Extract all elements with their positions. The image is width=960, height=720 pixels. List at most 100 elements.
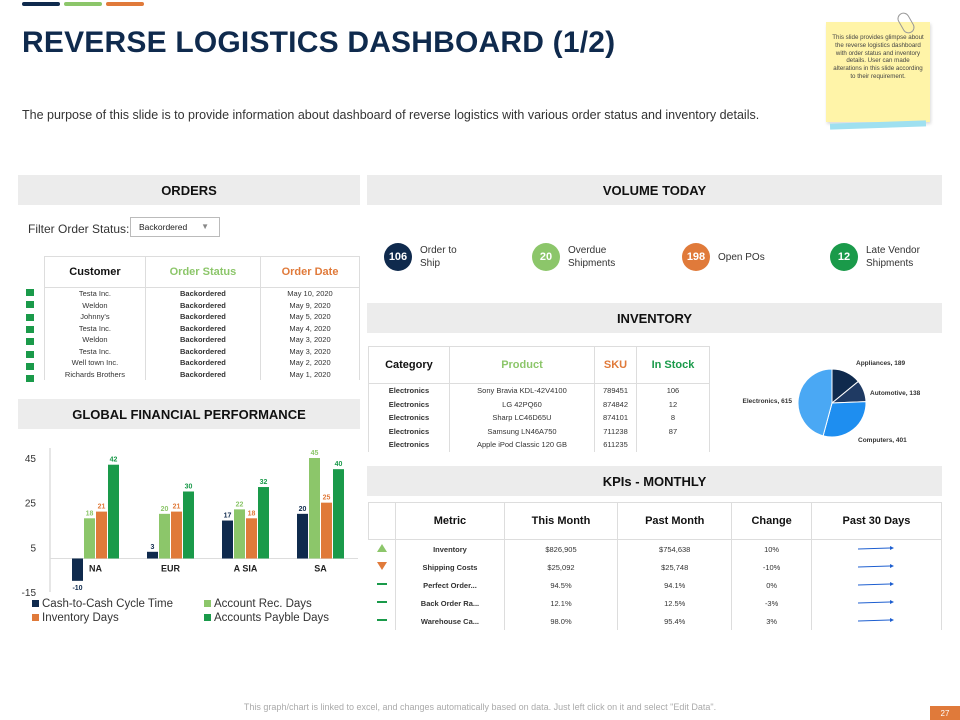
status-square-icon — [26, 338, 34, 346]
pie-slice — [797, 368, 833, 437]
order-status: Backordered — [144, 287, 262, 300]
y-tick-label: 5 — [30, 543, 36, 554]
kpi-past-month: $754,638 — [617, 539, 733, 558]
status-square-icon — [26, 375, 34, 383]
order-row: Johnny's Backordered May 5, 2020 — [44, 311, 360, 323]
sparkline — [810, 558, 943, 576]
bar — [159, 513, 170, 559]
sticky-note: This slide provides glimpse about the re… — [826, 22, 930, 122]
status-square-icon — [26, 289, 34, 296]
bar — [84, 518, 95, 559]
dash-icon — [368, 576, 396, 594]
col-change: Change — [731, 502, 812, 540]
financial-bar-chart: 45 25 5 -15 -10 18 21 42 NA 3 20 21 30 EUR 17 22 18 32 A S… — [22, 448, 358, 624]
dash-icon — [368, 594, 396, 612]
pie-slice — [822, 401, 867, 438]
legend-swatch — [32, 614, 39, 621]
bar-value-label: 45 — [311, 450, 319, 457]
kpi-header: KPIs - MONTHLY — [367, 466, 942, 496]
kpi-metric: Warehouse Ca... — [395, 612, 505, 630]
order-status-select-value: Backordered — [139, 222, 188, 232]
bar-value-label: 18 — [248, 510, 256, 517]
kpi-past-month: 95.4% — [617, 612, 733, 630]
volume-item: 198 Open POs — [682, 243, 768, 271]
bar — [147, 551, 158, 559]
inv-product: Sharp LC46D65U — [448, 411, 596, 425]
kpi-row: Warehouse Ca... 98.0% 95.4% 3% — [368, 612, 943, 630]
bar — [72, 558, 83, 581]
inventory-header: INVENTORY — [367, 303, 942, 333]
volume-value-circle: 20 — [532, 243, 560, 271]
bar — [234, 509, 245, 559]
bar-value-label: 22 — [236, 501, 244, 508]
y-tick-label: -15 — [22, 588, 37, 599]
volume-value-circle: 106 — [384, 243, 412, 271]
status-square-icon — [26, 362, 34, 370]
inv-sku: 611235 — [594, 438, 637, 452]
bar-value-label: 25 — [323, 495, 331, 502]
chevron-down-icon[interactable]: ▼ — [201, 222, 209, 231]
order-status: Backordered — [144, 345, 262, 357]
inv-sku: 874842 — [594, 397, 637, 411]
bar — [171, 511, 182, 559]
bar — [333, 469, 344, 559]
inv-sku: 711238 — [594, 424, 637, 438]
accent-bar-orange — [106, 2, 144, 6]
page-number: 27 — [930, 706, 960, 720]
kpi-this-month: 94.5% — [503, 576, 619, 594]
bar — [222, 520, 233, 559]
col-spacer — [368, 502, 396, 540]
bar-value-label: 18 — [86, 510, 94, 517]
bar-value-label: 30 — [185, 484, 193, 491]
status-square-icon — [26, 350, 34, 358]
accent-bars — [22, 2, 144, 6]
col-this-month: This Month — [503, 502, 619, 540]
order-row: Weldon Backordered May 9, 2020 — [44, 299, 360, 311]
inv-category: Electronics — [368, 424, 450, 438]
kpi-row: Perfect Order... 94.5% 94.1% 0% — [368, 576, 943, 594]
kpi-this-month: $826,905 — [503, 539, 619, 558]
order-date: May 10, 2020 — [260, 287, 360, 300]
kpi-past-month: $25,748 — [617, 558, 733, 576]
order-date: May 3, 2020 — [260, 334, 360, 346]
up-triangle-icon — [368, 539, 396, 558]
bar — [321, 502, 332, 559]
x-category-label: NA — [89, 564, 102, 574]
col-product: Product — [448, 346, 596, 384]
col-past-30-days: Past 30 Days — [810, 502, 943, 540]
kpi-change: 3% — [731, 612, 812, 630]
inv-stock: 106 — [635, 383, 711, 398]
status-square-icon — [26, 325, 34, 333]
order-date: May 3, 2020 — [260, 345, 360, 357]
order-status: Backordered — [144, 299, 262, 311]
volume-label: Late Vendor Shipments — [866, 245, 920, 269]
filter-order-status-label: Filter Order Status: — [28, 222, 130, 236]
kpi-metric: Back Order Ra... — [395, 594, 505, 612]
bar-value-label: 40 — [335, 461, 343, 468]
legend-swatch — [32, 600, 39, 607]
y-tick-label: 25 — [25, 499, 37, 510]
col-sku: SKU — [594, 346, 637, 384]
kpi-metric: Inventory — [395, 539, 505, 558]
inv-stock: 8 — [635, 411, 711, 425]
volume-item: 20 Overdue Shipments — [532, 243, 618, 271]
pie-slice-label: Electronics, 615 — [743, 398, 793, 405]
legend-label: Inventory Days — [42, 612, 119, 624]
legend-swatch — [204, 600, 211, 607]
inv-category: Electronics — [368, 411, 450, 425]
kpi-metric: Perfect Order... — [395, 576, 505, 594]
bar — [183, 491, 194, 559]
kpi-this-month: 12.1% — [503, 594, 619, 612]
status-square-icon — [26, 301, 34, 309]
kpi-this-month: $25,092 — [503, 558, 619, 576]
order-customer: Testa Inc. — [44, 345, 146, 357]
financial-header: GLOBAL FINANCIAL PERFORMANCE — [18, 399, 360, 429]
bar-value-label: 3 — [151, 544, 155, 551]
inv-category: Electronics — [368, 438, 450, 452]
order-status-select[interactable]: Backordered ▼ — [130, 217, 220, 237]
col-customer: Customer — [44, 256, 146, 288]
order-status: Backordered — [144, 357, 262, 369]
inv-product: Samsung LN46A750 — [448, 424, 596, 438]
legend-swatch — [204, 614, 211, 621]
volume-item: 106 Order to Ship — [384, 243, 470, 271]
